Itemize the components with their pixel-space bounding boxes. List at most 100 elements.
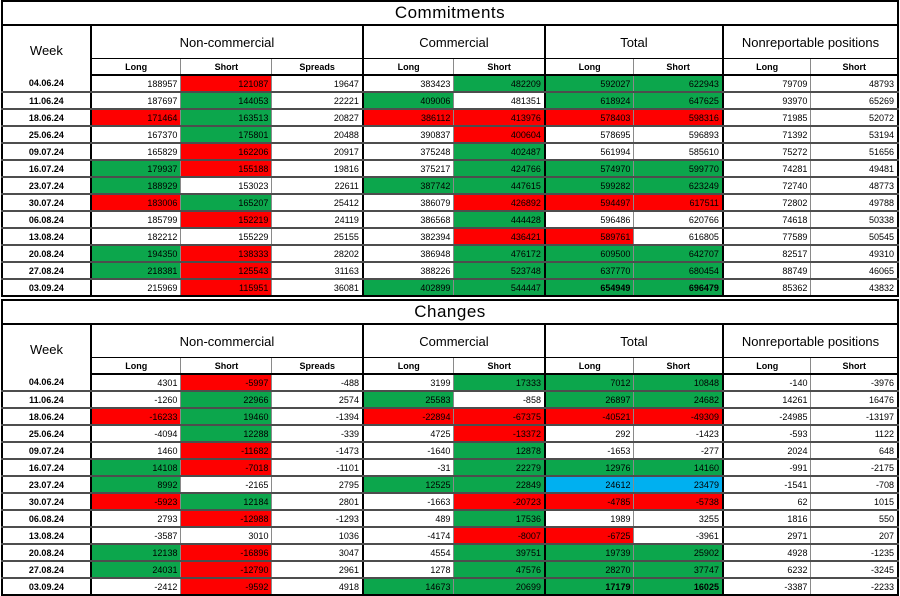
value-cell: 2574 [271,391,364,409]
value-cell: 2024 [722,442,812,460]
value-cell: 426892 [453,194,546,212]
value-cell: 12138 [90,544,182,562]
week-cell: 30.07.24 [1,493,92,511]
value-cell: 20827 [271,109,364,127]
week-cell: 30.07.24 [1,194,92,212]
value-cell: 654949 [544,279,635,296]
value-cell: 155188 [180,160,273,178]
value-cell: 7012 [544,374,635,392]
value-cell: 182212 [90,228,182,246]
value-cell: 218381 [90,262,182,280]
value-cell: 647625 [633,92,724,110]
table-row: 16.07.24 14108 -7018 -1101 -31 22279 12976 1416… [1,459,900,477]
value-cell: 39751 [453,544,546,562]
value-cell: 62 [722,493,812,511]
value-cell: 65269 [810,92,900,110]
column-header: Short [180,58,273,76]
value-cell: 36081 [271,279,364,296]
value-cell: -16896 [180,544,273,562]
week-cell: 03.09.24 [1,578,92,595]
week-cell: 13.08.24 [1,228,92,246]
column-header: Short [633,357,724,375]
value-cell: 25902 [633,544,724,562]
value-cell: 19739 [544,544,635,562]
week-cell: 03.09.24 [1,279,92,296]
value-cell: -4094 [90,425,182,443]
value-cell: -5923 [90,493,182,511]
changes-table: Changes Week Non-commercial Commercial Total… [0,299,900,596]
value-cell: 28202 [271,245,364,263]
week-cell: 04.06.24 [1,75,92,93]
value-cell: 17333 [453,374,546,392]
value-cell: 402487 [453,143,546,161]
column-header: Short [180,357,273,375]
value-cell: 1460 [90,442,182,460]
value-cell: 592027 [544,75,635,93]
week-cell: 23.07.24 [1,476,92,494]
value-cell: 585610 [633,143,724,161]
value-cell: 400604 [453,126,546,144]
value-cell: 188929 [90,177,182,195]
value-cell: 194350 [90,245,182,263]
value-cell: 16476 [810,391,900,409]
value-cell: -1293 [271,510,364,528]
value-cell: -1394 [271,408,364,426]
column-header: Short [453,357,546,375]
value-cell: 12878 [453,442,546,460]
table-row: 11.06.24 -1260 22966 2574 25583 -858 26897 2468… [1,391,900,409]
value-cell: 17536 [453,510,546,528]
value-cell: 20699 [453,578,546,595]
value-cell: -2412 [90,578,182,595]
value-cell: 14673 [362,578,455,595]
value-cell: 19647 [271,75,364,93]
group-header: Commercial [362,324,546,358]
value-cell: 447615 [453,177,546,195]
value-cell: 599770 [633,160,724,178]
value-cell: 1989 [544,510,635,528]
column-header: Long [722,58,812,76]
value-cell: 37747 [633,561,724,579]
value-cell: 476172 [453,245,546,263]
value-cell: 48793 [810,75,900,93]
value-cell: 1278 [362,561,455,579]
week-cell: 04.06.24 [1,374,92,392]
week-cell: 13.08.24 [1,527,92,545]
value-cell: 375217 [362,160,455,178]
value-cell: -13372 [453,425,546,443]
value-cell: -1423 [633,425,724,443]
value-cell: -140 [722,374,812,392]
value-cell: 79709 [722,75,812,93]
week-cell: 16.07.24 [1,459,92,477]
value-cell: 163513 [180,109,273,127]
week-cell: 11.06.24 [1,391,92,409]
week-cell: 27.08.24 [1,561,92,579]
value-cell: 24119 [271,211,364,229]
value-cell: 1036 [271,527,364,545]
value-cell: 93970 [722,92,812,110]
value-cell: 386112 [362,109,455,127]
value-cell: 12184 [180,493,273,511]
value-cell: 22221 [271,92,364,110]
value-cell: 596893 [633,126,724,144]
value-cell: -2175 [810,459,900,477]
column-header: Spreads [271,58,364,76]
value-cell: 85362 [722,279,812,296]
value-cell: 52072 [810,109,900,127]
group-header: Commercial [362,25,546,59]
value-cell: -1663 [362,493,455,511]
value-cell: 46065 [810,262,900,280]
value-cell: -3976 [810,374,900,392]
value-cell: 72740 [722,177,812,195]
value-cell: 22279 [453,459,546,477]
value-cell: -1101 [271,459,364,477]
value-cell: 23479 [633,476,724,494]
value-cell: -858 [453,391,546,409]
value-cell: 179937 [90,160,182,178]
table-row: 13.08.24 -3587 3010 1036 -4174 -8007 -6725 -396… [1,527,900,545]
group-header: Total [544,324,724,358]
value-cell: 25583 [362,391,455,409]
value-cell: 596486 [544,211,635,229]
value-cell: 4554 [362,544,455,562]
value-cell: 436421 [453,228,546,246]
